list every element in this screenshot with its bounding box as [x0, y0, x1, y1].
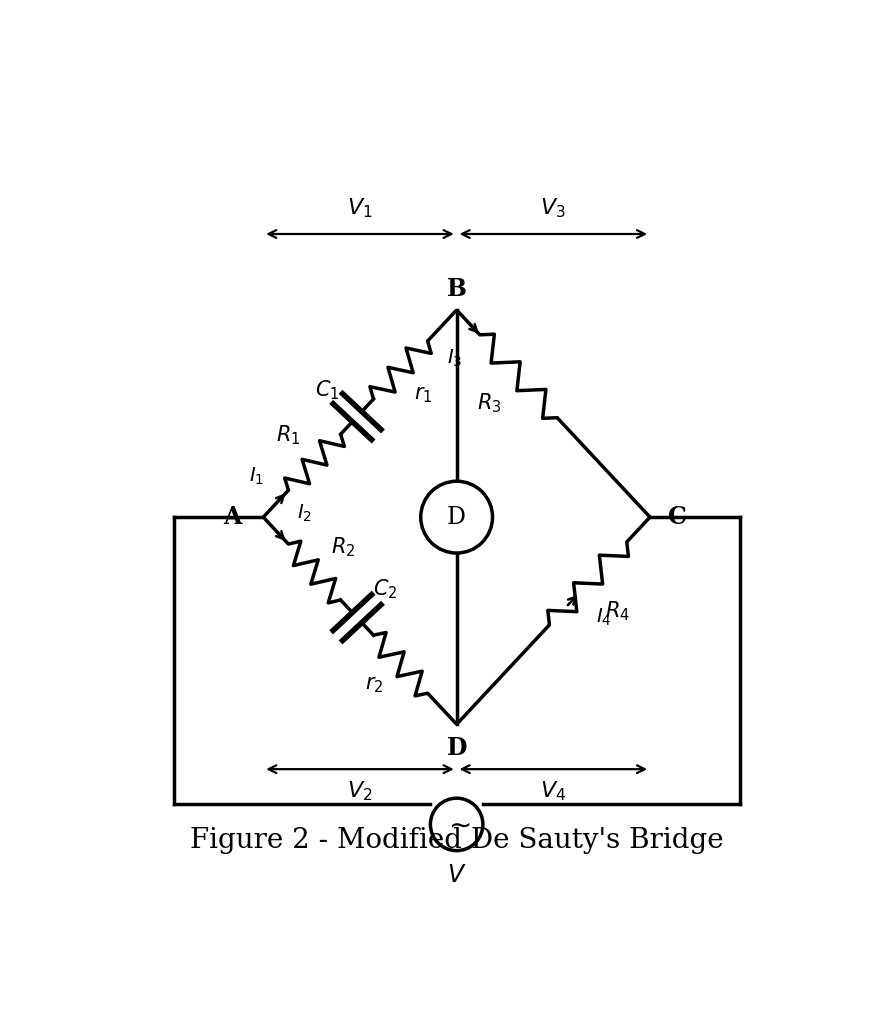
Text: $I_2$: $I_2$ [298, 503, 313, 524]
Text: $R_3$: $R_3$ [477, 392, 502, 416]
Text: $V_2$: $V_2$ [347, 779, 372, 803]
Text: B: B [446, 278, 467, 301]
Text: D: D [447, 506, 466, 528]
Text: $r_2$: $r_2$ [365, 675, 384, 694]
Text: Figure 2 - Modified De Sauty's Bridge: Figure 2 - Modified De Sauty's Bridge [190, 827, 723, 854]
Text: D: D [447, 736, 468, 761]
Text: $V_4$: $V_4$ [540, 779, 567, 803]
Text: $C_1$: $C_1$ [315, 379, 339, 402]
Text: $R_2$: $R_2$ [331, 536, 356, 559]
Text: $R_4$: $R_4$ [605, 599, 630, 623]
Text: $\sim$: $\sim$ [443, 810, 470, 839]
Text: $V$: $V$ [447, 863, 466, 887]
Text: $R_1$: $R_1$ [275, 424, 300, 447]
Text: $I_1$: $I_1$ [249, 465, 264, 486]
Text: $C_2$: $C_2$ [373, 578, 397, 601]
Text: C: C [668, 505, 687, 529]
Text: $r_1$: $r_1$ [413, 385, 432, 404]
Circle shape [421, 481, 493, 553]
Text: $I_3$: $I_3$ [447, 348, 462, 369]
Text: $I_4$: $I_4$ [596, 606, 611, 628]
Text: $V_3$: $V_3$ [541, 197, 566, 220]
Text: A: A [223, 505, 241, 529]
Text: $V_1$: $V_1$ [347, 197, 372, 220]
Circle shape [430, 798, 483, 851]
